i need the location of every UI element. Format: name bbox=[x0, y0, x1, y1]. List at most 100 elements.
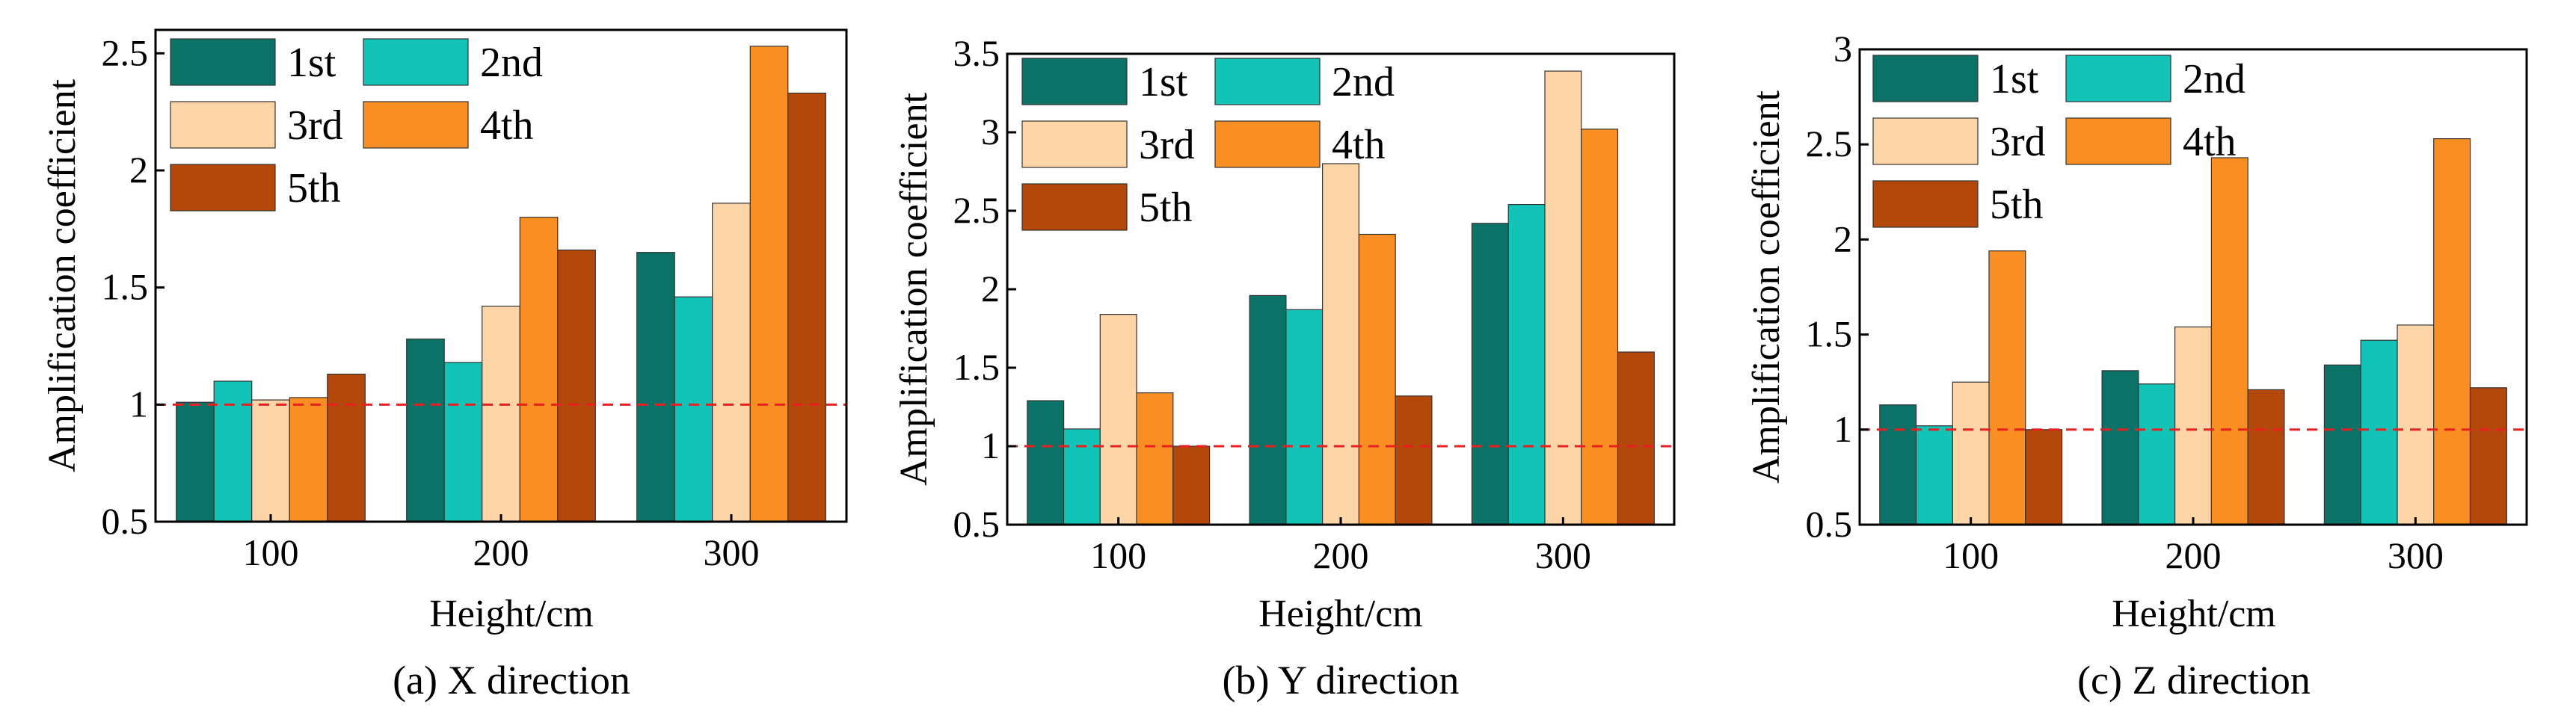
bar-3rd-100 bbox=[251, 399, 290, 522]
panel-caption: (b) Y direction bbox=[1223, 658, 1460, 703]
bar-3rd-300 bbox=[1544, 70, 1582, 525]
bar-4th-300 bbox=[1581, 129, 1619, 525]
bar-2nd-100 bbox=[1063, 428, 1101, 525]
legend-swatch-1st bbox=[1021, 58, 1128, 105]
legend-swatch-2nd bbox=[1214, 58, 1321, 105]
bar-2nd-200 bbox=[443, 362, 483, 522]
bar-1st-200 bbox=[406, 339, 445, 522]
legend-label-2nd: 2nd bbox=[2183, 56, 2245, 102]
bar-2nd-300 bbox=[1507, 204, 1546, 525]
bar-5th-100 bbox=[2025, 429, 2063, 525]
bar-5th-200 bbox=[557, 249, 596, 522]
legend-swatch-1st bbox=[1872, 55, 1979, 102]
bar-5th-300 bbox=[2469, 387, 2507, 525]
legend-label-3rd: 3rd bbox=[1139, 122, 1195, 168]
x-tick-label: 200 bbox=[473, 531, 529, 573]
bar-5th-200 bbox=[1395, 395, 1433, 525]
y-tick-label: 3.5 bbox=[953, 32, 1000, 74]
bar-2nd-100 bbox=[1915, 425, 1953, 525]
legend-swatch-2nd bbox=[363, 38, 469, 86]
bar-4th-300 bbox=[749, 46, 789, 522]
y-tick-label: 2 bbox=[1833, 217, 1852, 259]
x-tick-label: 300 bbox=[2388, 534, 2444, 576]
legend-swatch-3rd bbox=[1021, 120, 1128, 168]
bar-2nd-200 bbox=[2138, 383, 2176, 525]
y-tick-label: 2.5 bbox=[1806, 123, 1853, 164]
y-tick-label: 2.5 bbox=[953, 189, 1000, 231]
y-tick-label: 2 bbox=[981, 268, 1000, 309]
legend-label-3rd: 3rd bbox=[287, 102, 343, 149]
legend-label-5th: 5th bbox=[1139, 185, 1193, 231]
bar-5th-100 bbox=[1172, 445, 1211, 525]
chart-panel-1: 0.5 1 1.5 2 2.5 3 3.5 100 200 300 Height/cm Amplifi… bbox=[893, 32, 1676, 703]
chart-panel-2: 0.5 1 1.5 2 2.5 3 100 200 300 Height/cm Amplificat… bbox=[1745, 28, 2528, 703]
legend-swatch-1st bbox=[170, 38, 276, 86]
bar-3rd-200 bbox=[1321, 163, 1359, 525]
bar-1st-100 bbox=[1879, 404, 1917, 525]
y-tick-label: 1.5 bbox=[1806, 313, 1853, 355]
legend-label-1st: 1st bbox=[287, 40, 336, 86]
y-tick-label: 0.5 bbox=[1806, 503, 1853, 545]
bar-1st-300 bbox=[636, 252, 675, 522]
y-tick-label: 1 bbox=[981, 425, 1000, 466]
bar-3rd-200 bbox=[482, 306, 520, 522]
y-tick-label: 1.5 bbox=[102, 266, 149, 308]
bar-3rd-100 bbox=[1952, 381, 1990, 525]
legend-label-5th: 5th bbox=[1990, 182, 2044, 228]
bar-3rd-200 bbox=[2174, 326, 2213, 525]
x-tick-label: 100 bbox=[1090, 534, 1146, 576]
bar-1st-200 bbox=[1249, 294, 1287, 525]
bar-5th-300 bbox=[1617, 351, 1655, 525]
bar-4th-100 bbox=[289, 397, 328, 522]
bar-4th-200 bbox=[519, 217, 559, 522]
legend-swatch-4th bbox=[2065, 117, 2171, 165]
x-tick-label: 200 bbox=[2165, 534, 2222, 576]
panel-caption: (c) Z direction bbox=[2077, 658, 2311, 703]
y-tick-label: 1 bbox=[1833, 408, 1852, 450]
chart-panel-0: 0.5 1 1.5 2 2.5 100 200 300 Height/cm Amplificati… bbox=[41, 28, 848, 703]
legend-label-5th: 5th bbox=[287, 165, 341, 212]
legend-label-1st: 1st bbox=[1990, 56, 2039, 102]
y-axis-label: Amplification coefficient bbox=[893, 92, 935, 486]
y-tick-label: 1.5 bbox=[953, 346, 1000, 388]
y-tick-label: 0.5 bbox=[953, 503, 1000, 545]
bar-4th-200 bbox=[2210, 157, 2248, 525]
bar-3rd-300 bbox=[712, 203, 751, 522]
bar-1st-100 bbox=[1027, 400, 1065, 525]
y-tick-label: 2 bbox=[129, 149, 148, 191]
bar-1st-300 bbox=[2323, 364, 2361, 525]
legend-label-4th: 4th bbox=[480, 102, 534, 149]
y-axis-label: Amplification coefficient bbox=[1745, 90, 1788, 484]
legend-swatch-5th bbox=[1021, 183, 1128, 231]
legend-label-2nd: 2nd bbox=[1332, 59, 1395, 105]
x-tick-label: 100 bbox=[243, 531, 299, 573]
bar-3rd-300 bbox=[2397, 324, 2435, 525]
x-axis-label: Height/cm bbox=[429, 593, 594, 635]
x-axis-label: Height/cm bbox=[1258, 593, 1423, 635]
bar-2nd-100 bbox=[213, 380, 253, 522]
legend-swatch-4th bbox=[1214, 120, 1321, 168]
bar-5th-300 bbox=[787, 92, 826, 522]
bar-4th-100 bbox=[1988, 250, 2026, 525]
bar-2nd-300 bbox=[674, 296, 713, 522]
bar-4th-100 bbox=[1136, 392, 1174, 525]
bar-5th-100 bbox=[327, 374, 366, 522]
x-axis-label: Height/cm bbox=[2112, 593, 2276, 635]
bar-4th-200 bbox=[1358, 233, 1396, 525]
y-tick-label: 0.5 bbox=[102, 500, 149, 542]
bar-2nd-300 bbox=[2360, 339, 2398, 525]
x-tick-label: 200 bbox=[1313, 534, 1369, 576]
y-tick-label: 3 bbox=[981, 111, 1000, 152]
bar-5th-200 bbox=[2247, 389, 2285, 525]
legend-swatch-4th bbox=[363, 101, 469, 149]
legend-swatch-3rd bbox=[1872, 117, 1979, 165]
legend-label-1st: 1st bbox=[1139, 59, 1188, 105]
bar-4th-300 bbox=[2433, 138, 2471, 525]
legend-label-2nd: 2nd bbox=[480, 40, 543, 86]
legend-swatch-2nd bbox=[2065, 55, 2171, 102]
legend-swatch-3rd bbox=[170, 101, 276, 149]
y-tick-label: 1 bbox=[129, 383, 148, 425]
legend-swatch-5th bbox=[170, 164, 276, 212]
y-tick-label: 2.5 bbox=[102, 31, 149, 73]
